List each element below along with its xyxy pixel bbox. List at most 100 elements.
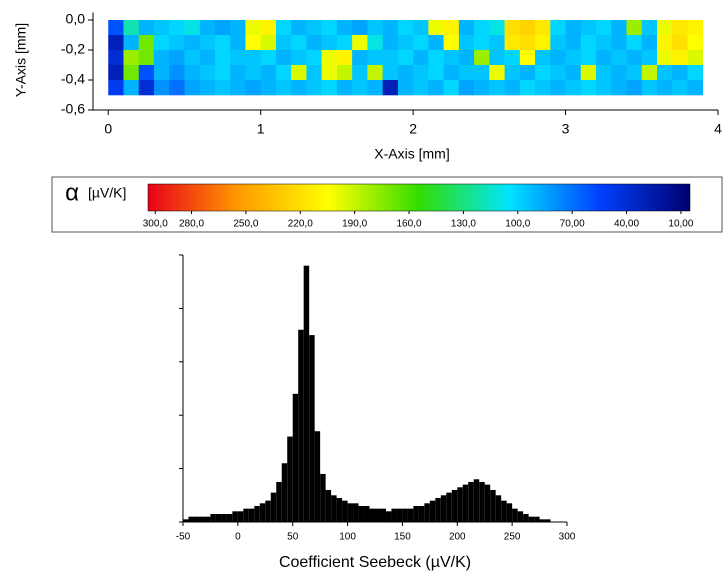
y-tick-label: -0,4 (61, 71, 85, 87)
heatmap-cell (580, 35, 597, 51)
heatmap-cell (336, 65, 353, 81)
heatmap-cell (428, 65, 444, 81)
heatmap-cell (413, 65, 429, 81)
heatmap-cell (336, 50, 353, 66)
heatmap-cell (596, 35, 612, 51)
heatmap-cell (108, 80, 124, 96)
histogram-bar (396, 508, 403, 522)
heatmap-cell (291, 20, 307, 36)
heatmap-cell (504, 20, 521, 36)
histogram-bar (254, 505, 260, 522)
histogram-bar (248, 508, 255, 522)
heatmap-cell (275, 50, 292, 66)
histogram-bar (193, 516, 200, 522)
histogram-bar (298, 329, 304, 522)
histogram-bar (440, 495, 447, 522)
heatmap-cell (123, 65, 140, 81)
colorbar-unit: [µV/K] (88, 185, 126, 201)
heatmap-cell (413, 80, 429, 96)
heatmap-cell (611, 65, 627, 81)
histogram-bar (265, 500, 271, 522)
heatmap-cell (413, 35, 429, 51)
heatmap-cell (641, 65, 658, 81)
heatmap-cell (367, 65, 383, 81)
heatmap-cell (352, 35, 368, 51)
heatmap-cell (214, 65, 231, 81)
colorbar-frame (51, 176, 723, 233)
x-tick-label: 2 (409, 121, 417, 137)
histogram-bar (270, 492, 277, 522)
heatmap-cell (184, 80, 201, 96)
heatmap-cell (275, 35, 292, 51)
histogram-bar (259, 503, 266, 522)
heatmap-cell (458, 50, 475, 66)
heatmap-cell (367, 20, 383, 36)
histogram-bar (484, 484, 491, 522)
y-tick-label: -0,6 (61, 101, 85, 117)
heatmap-cell (443, 80, 460, 96)
heatmap-cell (306, 50, 322, 66)
heatmap-cell (352, 65, 368, 81)
x-tick-label: 0 (235, 532, 241, 543)
colorbar-tick-label: 130,0 (451, 219, 476, 230)
colorbar-tick-label: 160,0 (397, 219, 422, 230)
heatmap-cell (214, 20, 231, 36)
heatmap-cell (382, 35, 399, 51)
heatmap-cell (474, 20, 490, 36)
heatmap-cell (321, 50, 338, 66)
heatmap-cell (153, 35, 170, 51)
histogram-bar (402, 508, 408, 522)
heatmap-cell (275, 20, 292, 36)
heatmap-cell (504, 65, 521, 81)
heatmap-cell (672, 65, 688, 81)
heatmap-cell (245, 65, 261, 81)
heatmap-cell (504, 80, 521, 96)
heatmap-cell (641, 50, 658, 66)
heatmap-cell (641, 80, 658, 96)
heatmap-cell (397, 65, 414, 81)
heatmap-cell (519, 20, 536, 36)
heatmap-cell (260, 65, 277, 81)
histogram-bar (331, 495, 337, 522)
histogram-bar (188, 516, 194, 522)
heatmap-cell (199, 35, 216, 51)
heatmap-cell (626, 80, 643, 96)
histogram-bar (457, 487, 463, 522)
heatmap-cell (458, 35, 475, 51)
heatmap-cell (672, 50, 688, 66)
histogram-bar (385, 511, 392, 522)
heatmap-cell (611, 35, 627, 51)
histogram-bar (358, 505, 365, 522)
heatmap-cell (230, 80, 246, 96)
heatmap-cell (413, 20, 429, 36)
heatmap-cell (321, 35, 338, 51)
heatmap-cell (580, 80, 597, 96)
heatmap-cell (474, 50, 490, 66)
histogram-bar (309, 335, 315, 522)
histogram-bar (281, 463, 288, 522)
histogram-bar (413, 505, 419, 522)
heatmap-cell (550, 35, 566, 51)
heatmap-cell (657, 50, 673, 66)
heatmap-cell (672, 35, 688, 51)
heatmap-cell (199, 65, 216, 81)
histogram-bar (501, 500, 507, 522)
histogram-bar (369, 508, 375, 522)
histogram-bar (276, 481, 282, 522)
histogram-bar (199, 516, 205, 522)
heatmap-cell (428, 35, 444, 51)
histogram-bar (232, 511, 238, 522)
histogram-bar (347, 503, 354, 522)
x-tick-label: 150 (394, 532, 411, 543)
histogram-bar (534, 516, 540, 522)
heatmap-cell (626, 50, 643, 66)
heatmap-cell (245, 20, 261, 36)
heatmap-cell (565, 20, 582, 36)
heatmap-cell (352, 80, 368, 96)
heatmap-cell (336, 20, 353, 36)
x-axis-label: Coefficient Seebeck (µV/K) (279, 554, 471, 571)
heatmap-cell (291, 80, 307, 96)
heatmap-cell (550, 50, 566, 66)
heatmap-cell (138, 35, 155, 51)
heatmap-cell (519, 65, 536, 81)
